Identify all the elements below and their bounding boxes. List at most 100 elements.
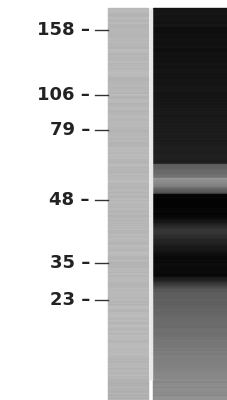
Bar	[152, 271, 227, 272]
Bar	[108, 330, 147, 332]
Bar	[108, 355, 147, 356]
Bar	[152, 365, 227, 366]
Bar	[152, 335, 227, 337]
Bar	[108, 262, 147, 264]
Bar	[152, 48, 227, 49]
Bar	[152, 194, 227, 195]
Bar	[108, 307, 147, 308]
Bar	[108, 23, 147, 24]
Bar	[108, 120, 147, 121]
Bar	[108, 111, 147, 112]
Bar	[152, 345, 227, 346]
Bar	[152, 386, 227, 387]
Bar	[108, 49, 147, 50]
Bar	[152, 390, 227, 391]
Bar	[108, 240, 147, 241]
Bar	[152, 218, 227, 219]
Bar	[108, 200, 147, 202]
Bar	[152, 281, 227, 282]
Bar	[108, 66, 147, 68]
Bar	[152, 188, 227, 189]
Bar	[152, 246, 227, 247]
Bar	[152, 380, 227, 381]
Bar	[152, 128, 227, 130]
Bar	[108, 124, 147, 126]
Bar	[152, 226, 227, 228]
Bar	[108, 229, 147, 230]
Bar	[152, 216, 227, 218]
Bar	[152, 397, 227, 398]
Bar	[108, 255, 147, 256]
Bar	[108, 266, 147, 267]
Bar	[152, 395, 227, 396]
Bar	[152, 219, 227, 220]
Bar	[152, 256, 227, 257]
Bar	[152, 74, 227, 75]
Bar	[108, 294, 147, 296]
Bar	[152, 76, 227, 78]
Bar	[108, 250, 147, 251]
Bar	[108, 24, 147, 25]
Bar	[152, 364, 227, 365]
Bar	[152, 101, 227, 102]
Bar	[108, 17, 147, 18]
Bar	[152, 157, 227, 158]
Bar	[108, 101, 147, 102]
Bar	[152, 387, 227, 388]
Bar	[152, 60, 227, 61]
Text: 106 –: 106 –	[37, 86, 90, 104]
Bar	[152, 267, 227, 268]
Bar	[152, 180, 227, 182]
Bar	[108, 189, 147, 190]
Bar	[108, 183, 147, 184]
Bar	[152, 152, 227, 153]
Bar	[152, 146, 227, 147]
Bar	[152, 72, 227, 74]
Bar	[108, 188, 147, 189]
Bar	[108, 348, 147, 349]
Bar	[108, 248, 147, 250]
Bar	[108, 190, 147, 192]
Bar	[152, 368, 227, 369]
Bar	[108, 106, 147, 107]
Bar	[108, 173, 147, 174]
Bar	[152, 38, 227, 39]
Bar	[108, 381, 147, 382]
Bar	[152, 213, 227, 214]
Bar	[152, 382, 227, 383]
Bar	[152, 210, 227, 211]
Bar	[152, 166, 227, 167]
Bar	[108, 19, 147, 20]
Bar	[108, 192, 147, 193]
Bar	[152, 242, 227, 244]
Bar	[152, 62, 227, 64]
Bar	[152, 9, 227, 10]
Bar	[108, 131, 147, 132]
Bar	[152, 283, 227, 284]
Bar	[152, 164, 227, 166]
Bar	[152, 56, 227, 58]
Bar	[152, 366, 227, 368]
Bar	[152, 120, 227, 121]
Bar	[108, 385, 147, 386]
Bar	[108, 275, 147, 276]
Bar	[152, 324, 227, 326]
Bar	[152, 100, 227, 101]
Bar	[108, 251, 147, 252]
Bar	[152, 262, 227, 264]
Bar	[152, 69, 227, 70]
Bar	[108, 95, 147, 96]
Bar	[152, 50, 227, 51]
Bar	[108, 104, 147, 105]
Bar	[108, 340, 147, 342]
Bar	[152, 29, 227, 30]
Bar	[152, 310, 227, 312]
Bar	[108, 163, 147, 164]
Bar	[108, 386, 147, 387]
Bar	[108, 394, 147, 395]
Bar	[152, 54, 227, 55]
Bar	[108, 150, 147, 152]
Bar	[152, 360, 227, 362]
Bar	[108, 141, 147, 142]
Bar	[108, 164, 147, 166]
